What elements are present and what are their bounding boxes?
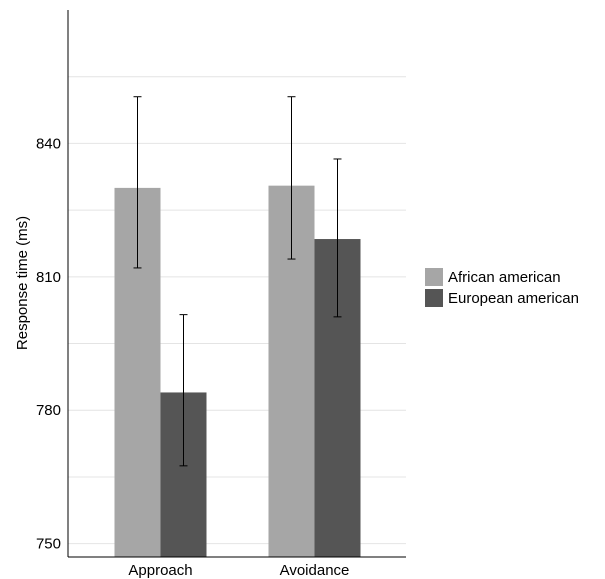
error-bars — [133, 96, 342, 467]
x-tick-label: Avoidance — [280, 562, 350, 579]
legend: African american European american — [425, 268, 579, 307]
y-tick-label: 780 — [36, 402, 61, 419]
y-tick-label: 750 — [36, 536, 61, 553]
legend-label: African american — [448, 269, 561, 286]
y-tick-label: 840 — [36, 135, 61, 152]
y-axis-title: Response time (ms) — [14, 216, 31, 350]
bars — [114, 185, 361, 558]
x-tick-label: Approach — [128, 562, 192, 579]
legend-swatch — [425, 289, 443, 307]
legend-swatch — [425, 268, 443, 286]
x-tick-labels: Approach Avoidance — [128, 562, 349, 579]
y-tick-labels: 750 780 810 840 — [36, 135, 61, 552]
legend-label: European american — [448, 290, 579, 307]
axes — [67, 10, 406, 558]
y-tick-label: 810 — [36, 269, 61, 286]
